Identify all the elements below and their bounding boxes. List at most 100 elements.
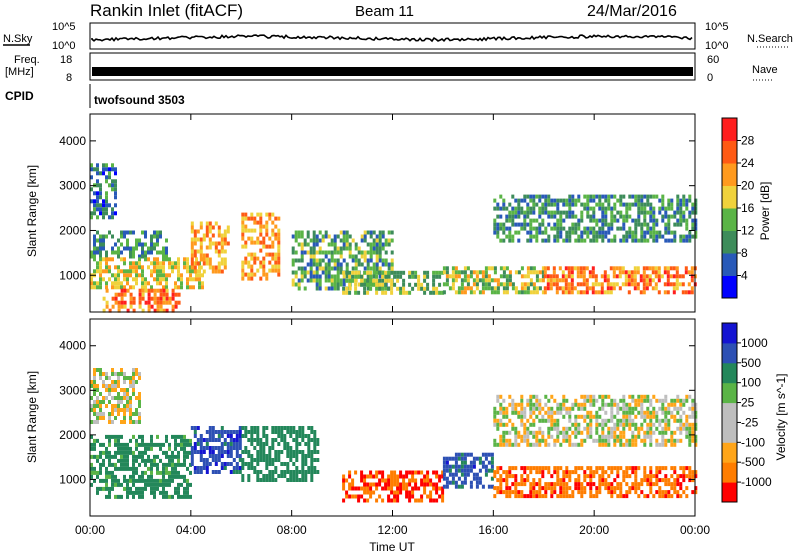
data-cell [120, 292, 124, 297]
colorbar-tick-label: 28 [741, 134, 755, 148]
data-cell [105, 466, 108, 471]
data-cell [673, 402, 677, 407]
data-cell [186, 285, 189, 290]
data-cell [673, 418, 677, 423]
data-cell [126, 273, 129, 278]
data-cell [559, 482, 563, 487]
data-cell [508, 234, 512, 239]
data-cell [676, 410, 680, 415]
data-cell [627, 278, 631, 283]
data-cell [691, 438, 695, 443]
x-tick-label: 20:00 [579, 523, 609, 537]
data-cell [105, 454, 108, 459]
data-cell [271, 220, 275, 225]
data-cell [532, 206, 536, 211]
data-cell [417, 470, 421, 475]
data-cell [625, 494, 629, 499]
data-cell [189, 470, 192, 475]
data-cell [595, 470, 599, 475]
data-cell [661, 494, 665, 499]
data-cell [301, 466, 305, 470]
data-cell [414, 482, 418, 487]
data-cell [580, 490, 584, 495]
data-cell [526, 398, 530, 403]
data-cell [664, 478, 668, 483]
data-cell [562, 430, 566, 435]
data-cell [126, 288, 130, 293]
data-cell [174, 466, 177, 471]
data-cell [309, 262, 313, 267]
data-cell [556, 438, 560, 443]
data-cell [262, 458, 266, 462]
data-cell [199, 237, 203, 242]
data-cell [550, 494, 554, 499]
data-cell [523, 286, 527, 291]
data-cell [595, 398, 599, 403]
data-cell [190, 253, 194, 258]
data-cell [108, 257, 111, 262]
data-cell [550, 426, 554, 431]
data-cell [667, 426, 671, 431]
data-cell [496, 394, 500, 399]
data-cell [682, 194, 686, 199]
data-cell [649, 478, 653, 483]
data-cell [295, 434, 299, 438]
data-cell [445, 266, 449, 271]
data-cell [457, 456, 461, 461]
data-cell [90, 482, 93, 487]
data-cell [238, 442, 242, 446]
data-cell [342, 282, 346, 287]
data-cell [588, 286, 592, 291]
data-cell [147, 257, 150, 262]
data-cell [558, 278, 562, 283]
data-cell [601, 238, 605, 243]
data-cell [132, 269, 135, 274]
data-cell [253, 466, 257, 470]
data-cell [670, 486, 674, 491]
data-cell [523, 434, 527, 439]
data-cell [469, 290, 473, 295]
data-cell [577, 422, 581, 427]
data-cell [162, 494, 165, 499]
data-cell [652, 222, 656, 227]
data-cell [520, 286, 524, 291]
data-cell [393, 478, 397, 483]
data-cell [132, 458, 135, 463]
data-cell [315, 242, 319, 247]
data-cell [217, 454, 221, 458]
data-cell [571, 210, 575, 215]
data-cell [688, 422, 692, 427]
data-cell [111, 486, 114, 491]
data-cell [520, 206, 524, 211]
data-cell [613, 206, 617, 211]
data-cell [123, 234, 126, 239]
data-cell [508, 282, 512, 287]
data-cell [111, 179, 114, 184]
data-cell [640, 234, 644, 239]
data-cell [592, 230, 596, 235]
data-cell [457, 270, 461, 275]
data-cell [526, 290, 530, 295]
data-cell [277, 236, 281, 241]
data-cell [153, 242, 156, 247]
data-cell [318, 266, 322, 271]
data-cell [559, 478, 563, 483]
data-cell [631, 230, 635, 235]
data-cell [253, 272, 257, 277]
data-cell [369, 482, 373, 487]
data-cell [511, 222, 515, 227]
data-cell [336, 278, 340, 283]
data-cell [199, 446, 203, 450]
data-cell [256, 462, 260, 466]
data-cell [541, 202, 545, 207]
data-cell [661, 410, 665, 415]
data-cell [595, 494, 599, 499]
data-cell [156, 466, 159, 471]
data-cell [505, 494, 509, 499]
data-cell [538, 198, 542, 203]
data-cell [610, 490, 614, 495]
data-cell [505, 430, 509, 435]
data-cell [102, 442, 105, 447]
data-cell [120, 285, 123, 290]
data-cell [274, 454, 278, 458]
